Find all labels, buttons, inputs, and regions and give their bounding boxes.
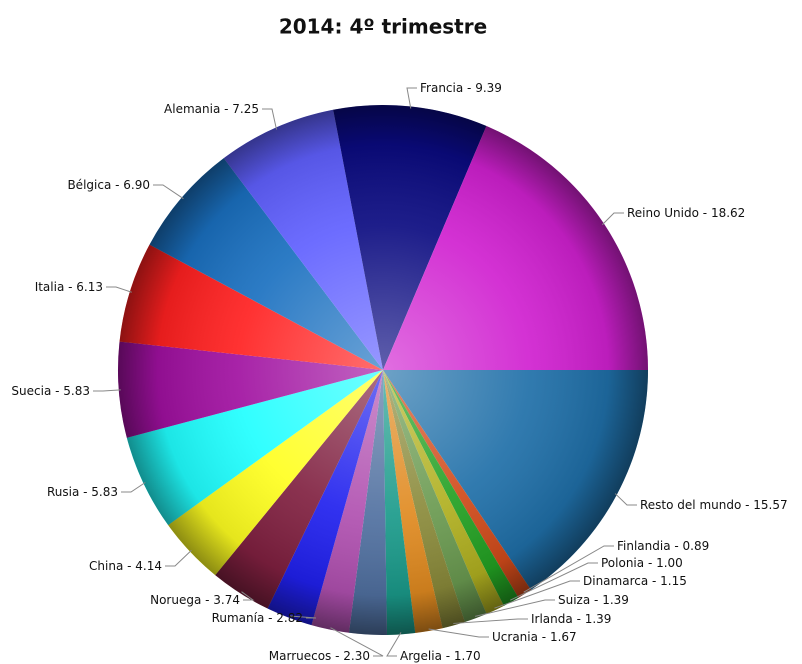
slice-label-value: 1.39 bbox=[602, 593, 629, 607]
slice-label: Irlanda - 1.39 bbox=[531, 612, 611, 626]
leader-line bbox=[241, 591, 255, 601]
slice-label-separator: - bbox=[699, 206, 711, 220]
slice-label: Polonia - 1.00 bbox=[601, 556, 683, 570]
slice-label-separator: - bbox=[671, 539, 683, 553]
slice-label-name: Finlandia bbox=[617, 539, 671, 553]
slice-label-separator: - bbox=[111, 178, 123, 192]
slice-label-separator: - bbox=[463, 81, 475, 95]
slice-label-name: Argelia bbox=[400, 649, 442, 663]
slice-label-separator: - bbox=[123, 559, 135, 573]
slice-label: Noruega - 3.74 bbox=[150, 593, 240, 607]
slice-label-name: Ucrania bbox=[492, 630, 538, 644]
slice-label-name: China bbox=[89, 559, 123, 573]
slice-label-separator: - bbox=[590, 593, 602, 607]
slice-label: Finlandia - 0.89 bbox=[617, 539, 709, 553]
leader-line bbox=[93, 389, 121, 392]
leader-line bbox=[494, 580, 580, 609]
slice-label-separator: - bbox=[51, 384, 63, 398]
slice-label-name: Italia bbox=[35, 280, 65, 294]
slice-label-separator: - bbox=[79, 485, 91, 499]
slice-label-value: 4.14 bbox=[135, 559, 162, 573]
slice-label-value: 6.13 bbox=[76, 280, 103, 294]
slice-label: China - 4.14 bbox=[89, 559, 162, 573]
slice-label-value: 2.30 bbox=[343, 649, 370, 663]
slice-label-name: Resto del mundo bbox=[640, 498, 741, 512]
slice-label-value: 0.89 bbox=[683, 539, 710, 553]
slice-label-value: 9.39 bbox=[475, 81, 502, 95]
slice-label-separator: - bbox=[741, 498, 753, 512]
leader-line bbox=[428, 628, 489, 638]
slice-label-value: 5.83 bbox=[91, 485, 118, 499]
slice-label-value: 3.74 bbox=[213, 593, 240, 607]
slice-label-separator: - bbox=[264, 611, 276, 625]
slice-label-value: 18.62 bbox=[711, 206, 745, 220]
slice-label-value: 7.25 bbox=[232, 102, 259, 116]
leader-line bbox=[289, 615, 317, 619]
slice-label-name: Suiza bbox=[558, 593, 590, 607]
slice-label-name: Suecia bbox=[11, 384, 51, 398]
slice-label-value: 1.39 bbox=[585, 612, 612, 626]
slice-label: Italia - 6.13 bbox=[35, 280, 103, 294]
leader-line bbox=[614, 493, 637, 506]
leader-line bbox=[510, 562, 598, 601]
slice-label-value: 5.83 bbox=[63, 384, 90, 398]
slice-label-separator: - bbox=[331, 649, 343, 663]
slice-label-separator: - bbox=[220, 102, 232, 116]
slice-label-name: Francia bbox=[420, 81, 463, 95]
slice-label: Alemania - 7.25 bbox=[164, 102, 259, 116]
slice-label-name: Rusia bbox=[47, 485, 79, 499]
slice-label-name: Dinamarca bbox=[583, 574, 648, 588]
slice-label-name: Polonia bbox=[601, 556, 644, 570]
leader-line bbox=[121, 482, 146, 493]
slice-label-separator: - bbox=[648, 574, 660, 588]
slice-label-value: 1.15 bbox=[660, 574, 687, 588]
leader-line bbox=[474, 599, 555, 617]
slice-label-name: Rumanía bbox=[212, 611, 265, 625]
leader-line bbox=[262, 108, 277, 130]
slice-label: Francia - 9.39 bbox=[420, 81, 502, 95]
slice-label-name: Marruecos bbox=[269, 649, 332, 663]
slice-label-name: Bélgica bbox=[67, 178, 111, 192]
slice-label-name: Alemania bbox=[164, 102, 220, 116]
slice-label-value: 2.82 bbox=[276, 611, 303, 625]
slice-label-value: 15.57 bbox=[753, 498, 787, 512]
slice-label-separator: - bbox=[538, 630, 550, 644]
leader-line bbox=[106, 286, 132, 293]
slice-label: Suiza - 1.39 bbox=[558, 593, 629, 607]
leader-line bbox=[330, 627, 384, 657]
leader-line bbox=[153, 184, 184, 200]
slice-label: Reino Unido - 18.62 bbox=[627, 206, 745, 220]
slice-label-separator: - bbox=[644, 556, 656, 570]
slice-label: Argelia - 1.70 bbox=[400, 649, 481, 663]
slice-label: Marruecos - 2.30 bbox=[269, 649, 370, 663]
leader-line bbox=[453, 618, 528, 624]
slice-label-separator: - bbox=[201, 593, 213, 607]
slice-label: Dinamarca - 1.15 bbox=[583, 574, 687, 588]
slice-label-value: 1.67 bbox=[550, 630, 577, 644]
leader-line bbox=[386, 632, 402, 657]
slice-label: Bélgica - 6.90 bbox=[67, 178, 150, 192]
slice-label: Resto del mundo - 15.57 bbox=[640, 498, 788, 512]
slice-label-value: 6.90 bbox=[123, 178, 150, 192]
slice-label-name: Noruega bbox=[150, 593, 201, 607]
leader-line bbox=[406, 87, 417, 109]
slice-label: Rusia - 5.83 bbox=[47, 485, 118, 499]
leader-line bbox=[601, 212, 624, 226]
chart-title: 2014: 4º trimestre bbox=[279, 15, 487, 39]
slice-label-separator: - bbox=[442, 649, 454, 663]
slice-label-value: 1.70 bbox=[454, 649, 481, 663]
slice-label-name: Irlanda bbox=[531, 612, 573, 626]
slice-label-separator: - bbox=[64, 280, 76, 294]
leader-line bbox=[523, 545, 614, 593]
slice-label-separator: - bbox=[573, 612, 585, 626]
leader-line bbox=[165, 549, 192, 567]
slice-label: Ucrania - 1.67 bbox=[492, 630, 577, 644]
pie bbox=[118, 104, 648, 635]
slice-label: Suecia - 5.83 bbox=[11, 384, 90, 398]
slice-label-name: Reino Unido bbox=[627, 206, 699, 220]
slice-label-value: 1.00 bbox=[656, 556, 683, 570]
slice-label: Rumanía - 2.82 bbox=[212, 611, 303, 625]
